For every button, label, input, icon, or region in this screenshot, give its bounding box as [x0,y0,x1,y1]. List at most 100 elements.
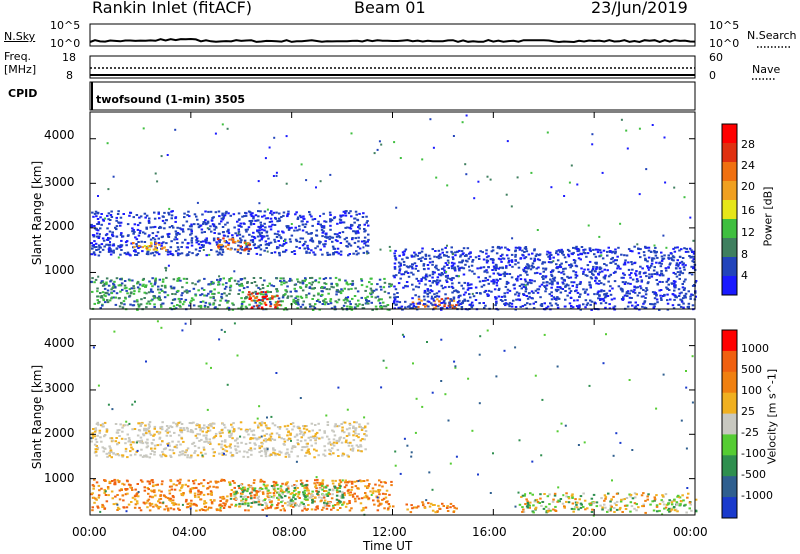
rti-cell [247,293,250,296]
rti-cell [267,237,270,240]
rti-cell [556,267,559,270]
rti-cell [332,247,336,250]
rti-cell [272,175,275,177]
rti-cell [667,266,670,269]
rti-cell [475,292,478,294]
rti-cell [114,453,118,456]
rti-cell [343,486,347,489]
rti-cell [195,237,199,240]
rti-cell [329,450,332,453]
rti-cell [324,277,328,280]
rti-cell [276,294,279,297]
rti-cell [286,434,289,437]
rti-cell [261,291,265,293]
rti-cell [252,277,256,279]
rti-cell [348,494,352,497]
rti-cell [161,428,164,431]
rti-cell [170,214,174,217]
rti-cell [257,180,260,183]
rti-cell [656,256,659,259]
rti-cell [660,262,663,265]
rti-cell [263,447,266,450]
rti-cell [343,494,346,497]
rti-cell [322,278,326,280]
rti-cell [237,293,240,295]
rti-cell [265,449,269,452]
rti-cell [203,502,206,505]
rti-cell [451,267,454,270]
rti-cell [490,290,493,293]
rti-cell [390,480,393,483]
rti-cell [105,452,108,455]
rti-cell [122,213,125,215]
rti-cell [257,286,260,289]
rti-cell [630,289,633,292]
rti-cell [230,277,233,280]
rti-cell [348,427,351,430]
rti-cell [431,270,435,273]
rti-cell [171,495,175,497]
rti-cell [373,152,376,155]
rti-cell [431,248,434,251]
rti-cell [366,495,369,498]
rti-cell [465,114,468,117]
rti-cell [410,254,413,257]
rti-cell [141,279,145,281]
rti-cell [636,304,640,307]
rti-cell [653,499,656,502]
rti-cell [506,140,509,143]
rti-cell [393,298,397,301]
rti-cell [345,428,349,431]
rti-cell [580,503,583,506]
rti-cell [183,216,186,219]
rti-cell [307,232,310,235]
rti-cell [259,221,262,224]
rti-cell [305,296,308,299]
rti-cell [568,264,571,267]
rti-cell [252,223,256,225]
rti-cell [233,241,237,243]
rti-cell [556,286,559,289]
rti-cell [670,258,674,261]
rti-cell [611,287,614,290]
rti-cell [676,246,679,249]
rti-cell [338,490,341,493]
rti-cell [528,504,531,507]
rti-cell [143,232,147,235]
rti-cell [304,278,307,281]
rti-cell [690,293,693,296]
rti-cell [450,261,454,264]
rti-cell [273,449,277,452]
rti-cell [252,429,255,432]
rti-cell [241,291,245,294]
rti-cell [169,454,172,457]
rti-cell [101,422,105,425]
rti-cell [470,287,473,290]
rti-cell [115,437,118,439]
rti-cell [421,501,424,504]
rti-cell [350,215,353,218]
rti-cell [212,426,215,429]
rti-cell [120,282,124,285]
rti-cell [257,495,260,498]
rti-cell [221,431,224,434]
rti-cell [360,284,364,287]
rti-cell [153,444,157,447]
rti-cell [327,292,330,295]
rti-cell [229,443,232,446]
rti-cell [289,499,293,502]
rti-cell [315,487,318,490]
rti-cell [424,278,428,281]
rti-cell [692,258,695,261]
rti-cell [351,282,355,285]
rti-cell [158,278,162,281]
rti-cell [678,277,681,280]
rti-cell [176,304,179,306]
rti-cell [393,267,397,270]
rti-cell [311,218,315,221]
rti-cell [157,211,160,214]
rti-cell [208,438,211,441]
rti-cell [558,264,562,267]
rti-cell [295,433,299,436]
rti-cell [168,489,171,492]
